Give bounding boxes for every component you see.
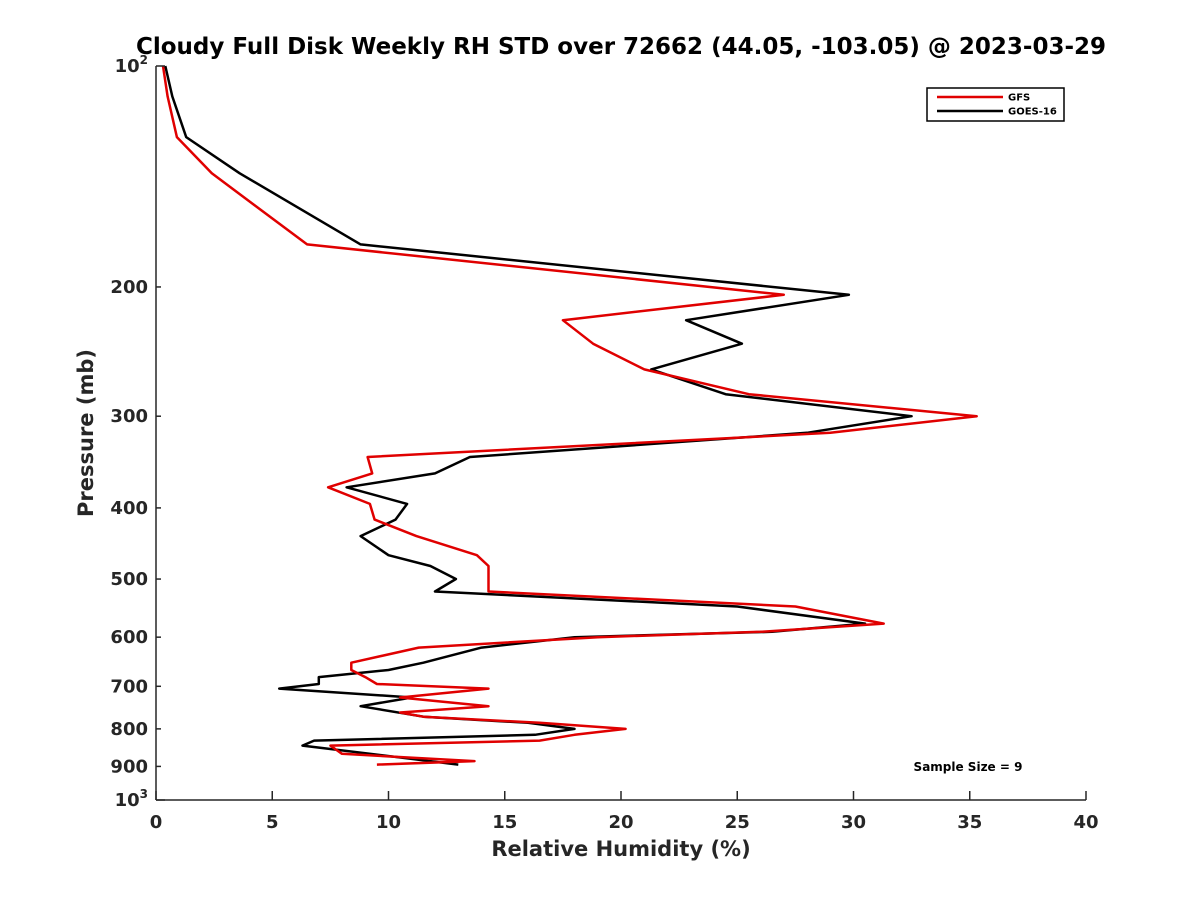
x-tick-label: 40 (1073, 812, 1098, 833)
y-tick-label: 600 (110, 627, 148, 648)
legend-box (926, 87, 1065, 122)
x-tick-label: 0 (150, 812, 163, 833)
x-tick-label: 20 (608, 812, 633, 833)
x-tick-label: 25 (725, 812, 750, 833)
legend-label-gfs: GFS (1008, 93, 1030, 104)
y-tick-label: 800 (110, 719, 148, 740)
x-tick-label: 5 (266, 812, 279, 833)
y-tick-label: 900 (110, 756, 148, 777)
x-axis-label: Relative Humidity (%) (491, 837, 750, 861)
x-tick-label: 15 (492, 812, 517, 833)
y-tick-label: 103 (115, 787, 148, 811)
series-line-gfs (161, 65, 978, 766)
x-ticks: 0 5 10 15 20 25 30 35 40 (150, 791, 1099, 833)
sample-size-annotation: Sample Size = 9 (914, 760, 1023, 774)
series-line-goes-16 (164, 65, 913, 766)
legend-label-goes-16: GOES-16 (1008, 107, 1057, 118)
x-tick-label: 35 (957, 812, 982, 833)
y-tick-label: 700 (110, 676, 148, 697)
legend: GFS GOES-16 (926, 87, 1065, 122)
y-tick-label: 500 (110, 569, 148, 590)
y-tick-label: 400 (110, 498, 148, 519)
y-tick-label: 200 (110, 277, 148, 298)
plot-lines (161, 65, 978, 766)
x-tick-label: 10 (376, 812, 401, 833)
y-axis-label: Pressure (mb) (74, 349, 98, 517)
y-tick-label: 300 (110, 406, 148, 427)
x-tick-label: 30 (841, 812, 866, 833)
chart-title: Cloudy Full Disk Weekly RH STD over 7266… (136, 34, 1106, 60)
y-ticks: 102 200 300 400 500 600 700 800 900 103 (110, 53, 165, 811)
y-tick-label: 102 (115, 53, 148, 77)
